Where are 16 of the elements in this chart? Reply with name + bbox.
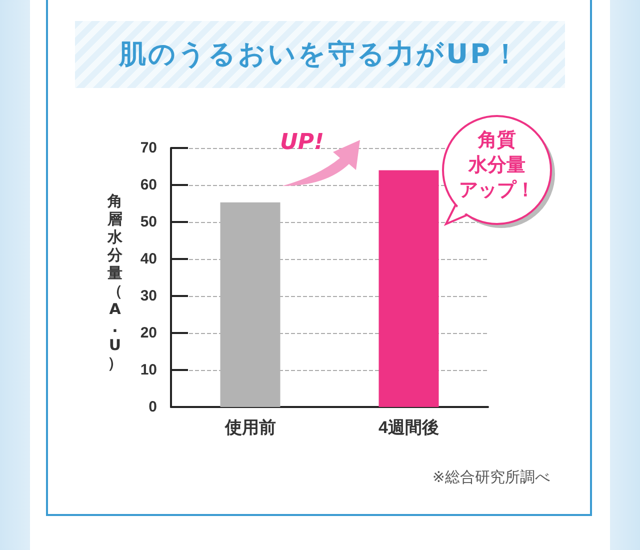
x-tick-label: 4週間後 <box>378 418 439 437</box>
text: 角層水分量（A.U） <box>108 192 122 372</box>
y-tick-label: 40 <box>140 250 157 268</box>
y-tick-label: 50 <box>140 214 157 230</box>
y-tick-label: 30 <box>140 288 157 304</box>
y-tick-label: 10 <box>140 362 157 378</box>
x-tick-label: 使用前 <box>224 418 276 437</box>
annotation: UP! <box>280 130 324 155</box>
y-tick-label: 60 <box>140 176 157 194</box>
y-tick-label: 70 <box>140 140 157 156</box>
y-tick-label: 0 <box>148 398 157 416</box>
y-tick-label: 20 <box>140 324 157 342</box>
annotation: アップ！ <box>458 178 536 203</box>
annotation: 角質 <box>476 128 517 153</box>
text: ※総合研究所調べ <box>431 468 550 487</box>
annotation: 水分量 <box>467 153 526 178</box>
